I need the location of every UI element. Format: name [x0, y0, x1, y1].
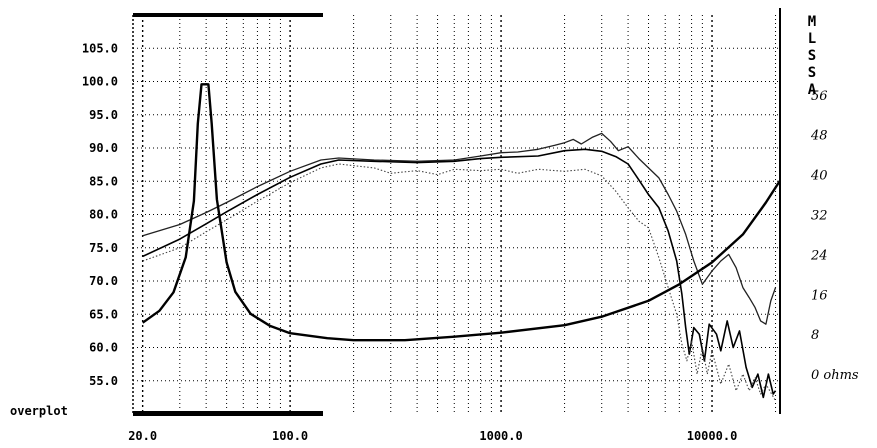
- y-tick-label-right: 40: [810, 169, 828, 184]
- y-tick-label-left: 55.0: [89, 374, 118, 388]
- axes: [132, 8, 781, 416]
- series-line-2-medium-solid: [142, 148, 777, 399]
- x-tick-label: 10000.0: [687, 429, 738, 443]
- y-tick-label-left: 75.0: [89, 241, 118, 255]
- tick-labels: 105.0 100.0 95.0 90.0 85.0 80.0 75.0 70.0 65.0 60…: [10, 14, 859, 443]
- y-tick-label-left: 65.0: [89, 307, 118, 321]
- y-tick-label-right: 8: [811, 328, 819, 343]
- y-tick-label-left: 100.0: [82, 75, 118, 89]
- overplot-label: overplot: [10, 404, 68, 418]
- brand-letter: S: [808, 48, 816, 64]
- y-tick-label-right: 0 ohms: [811, 368, 859, 383]
- y-tick-label-left: 85.0: [89, 174, 118, 188]
- y-tick-label-right: 32: [811, 209, 828, 224]
- top-range-bar: [133, 13, 323, 17]
- y-tick-label-right: 24: [810, 248, 828, 263]
- y-tick-label-left: 95.0: [89, 108, 118, 122]
- series-line-4-thick-solid: [142, 83, 782, 342]
- x-tick-label: 20.0: [128, 429, 157, 443]
- y-tick-label-left: 105.0: [82, 41, 118, 55]
- brand-letter: S: [808, 65, 816, 81]
- y-tick-label-left: 80.0: [89, 208, 118, 222]
- bottom-range-bar: [133, 411, 323, 416]
- y-tick-label-left: 90.0: [89, 141, 118, 155]
- x-tick-label: 1000.0: [479, 429, 522, 443]
- brand-letter: L: [808, 31, 816, 47]
- grid: [133, 15, 780, 414]
- y-tick-label-left: 60.0: [89, 341, 118, 355]
- brand-letter: A: [808, 82, 817, 98]
- y-tick-label-right: 48: [810, 129, 828, 144]
- brand-letter: M: [808, 14, 816, 30]
- y-tick-label-left: 70.0: [89, 274, 118, 288]
- series-layer: [142, 83, 782, 401]
- x-tick-label: 100.0: [272, 429, 308, 443]
- series-line-3-dotted: [142, 163, 776, 401]
- y-tick-label-right: 16: [811, 288, 828, 303]
- y-tick-label-right: 56: [811, 89, 828, 104]
- series-line-1-thin-solid: [142, 132, 777, 325]
